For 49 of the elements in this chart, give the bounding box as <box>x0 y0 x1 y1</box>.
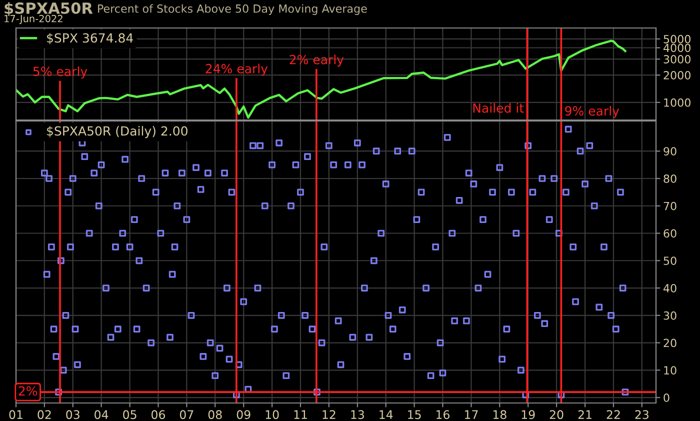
y-tick-label: 60 <box>664 229 676 238</box>
x-tick-label: 11 <box>294 410 307 419</box>
ref-line-label: Nailed it <box>473 103 524 113</box>
x-tick-label: 07 <box>180 410 194 420</box>
y-tick-label: 4000 <box>663 44 690 52</box>
ref-line-label: 2% early <box>290 54 344 67</box>
y-tick-label: 10 <box>664 366 676 375</box>
ref-line-label: 5% early <box>33 66 88 79</box>
x-tick-label: 04 <box>94 410 108 420</box>
x-tick-label: 12 <box>322 410 336 419</box>
x-tick-label: 18 <box>493 410 506 420</box>
y-tick-label: 70 <box>664 202 676 210</box>
chart-title: $SPXA50R <box>4 2 93 16</box>
y-tick-label: 80 <box>664 174 676 183</box>
x-tick-label: 20 <box>550 410 564 420</box>
legend-label: $SPXA50R (Daily) 2.00 <box>47 126 188 138</box>
y-tick-label: 0 <box>664 394 670 402</box>
y-tick-label: 20 <box>664 338 676 348</box>
y-tick-label: 1000 <box>664 98 690 107</box>
x-tick-label: 10 <box>266 410 279 420</box>
y-tick-label: 90 <box>664 147 676 156</box>
x-tick-label: 16 <box>436 410 450 420</box>
x-tick-label: 21 <box>578 410 592 419</box>
x-tick-label: 14 <box>380 410 393 419</box>
x-tick-label: 01 <box>9 410 22 420</box>
ref-line-label: 2% <box>18 386 38 396</box>
y-tick-label: 40 <box>663 284 676 292</box>
x-tick-label: 02 <box>38 410 51 420</box>
y-tick-label: 5000 <box>664 34 690 44</box>
y-tick-label: 3000 <box>664 55 690 64</box>
legend-label: $SPX 3674.84 <box>47 33 133 44</box>
y-tick-label: 2000 <box>664 71 690 80</box>
x-tick-label: 08 <box>208 410 222 420</box>
chart-subtitle: Percent of Stocks Above 50 Day Moving Average <box>98 4 367 15</box>
x-tick-label: 05 <box>123 410 136 420</box>
text: 17-Jun-2022 <box>4 14 62 24</box>
x-tick-label: 22 <box>606 410 620 419</box>
y-tick-label: 50 <box>664 256 676 266</box>
ref-line-label: 24% early <box>206 64 268 76</box>
x-tick-label: 03 <box>66 410 80 420</box>
x-tick-label: 19 <box>522 410 535 420</box>
x-tick-label: 13 <box>351 410 364 420</box>
x-tick-label: 09 <box>236 410 250 420</box>
x-tick-label: 15 <box>408 410 421 420</box>
y-tick-label: 30 <box>664 311 676 320</box>
x-tick-label: 17 <box>465 410 478 419</box>
ref-line-label: 9% early <box>565 106 620 118</box>
x-tick-label: 23 <box>635 410 648 420</box>
x-tick-label: 06 <box>152 410 166 420</box>
